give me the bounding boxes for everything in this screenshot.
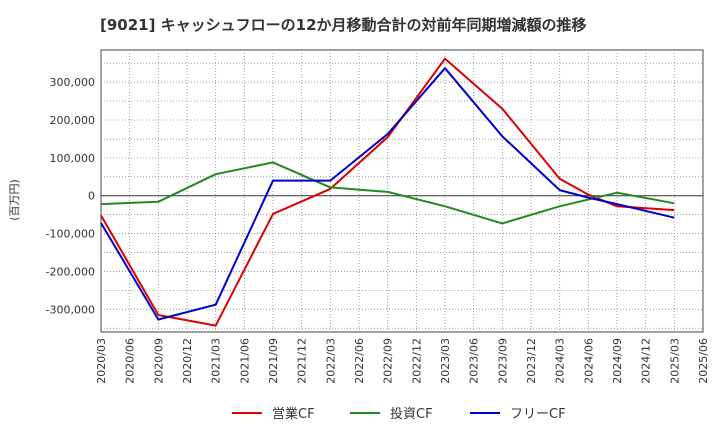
x-tick-label: 2025/06 [697, 338, 710, 384]
x-tick-label: 2022/09 [382, 338, 395, 384]
x-tick-label: 2021/12 [296, 338, 309, 384]
legend-label-2: フリーCF [510, 407, 566, 422]
x-tick-label: 2020/06 [124, 338, 137, 384]
x-tick-label: 2021/09 [267, 338, 280, 384]
plot-area [100, 49, 704, 333]
y-tick-label: 0 [88, 190, 95, 203]
x-tick-label: 2021/03 [210, 338, 223, 384]
legend: 営業CF 投資CF フリーCF [232, 406, 566, 422]
x-tick-label: 2022/06 [353, 338, 366, 384]
y-tick-label: 300,000 [50, 76, 96, 89]
x-tick-label: 2020/09 [152, 338, 165, 384]
x-tick-label: 2023/12 [525, 338, 538, 384]
x-tick-label: 2022/03 [324, 338, 337, 384]
y-tick-label: 100,000 [50, 152, 96, 165]
x-tick-label: 2023/09 [496, 338, 509, 384]
x-tick-label: 2020/03 [95, 338, 108, 384]
series-lines [100, 57, 675, 327]
y-tick-label: 200,000 [50, 114, 96, 127]
legend-label-0: 営業CF [272, 406, 315, 422]
chart-title: [9021] キャッシュフローの12か月移動合計の対前年同期増減額の推移 [100, 16, 587, 34]
x-axis: 2020/03 2020/06 2020/09 2020/12 2021/03 2021/… [95, 338, 710, 384]
y-tick-label: -300,000 [46, 303, 95, 316]
y-tick-label: -100,000 [46, 228, 95, 241]
legend-label-1: 投資CF [390, 406, 433, 422]
x-tick-label: 2023/03 [439, 338, 452, 384]
x-tick-label: 2024/06 [582, 338, 595, 384]
x-tick-label: 2022/12 [410, 338, 423, 384]
x-tick-label: 2024/09 [611, 338, 624, 384]
x-tick-label: 2023/06 [468, 338, 481, 384]
y-axis-label: (百万円) [8, 179, 21, 221]
series-line-0 [100, 57, 675, 327]
y-tick-label: -200,000 [46, 265, 95, 278]
x-tick-label: 2025/03 [668, 338, 681, 384]
series-line-1 [100, 161, 675, 225]
y-axis: -300,000 -200,000 -100,000 0 100,000 200,000 3… [46, 76, 95, 316]
x-tick-label: 2020/12 [181, 338, 194, 384]
series-line-2 [100, 67, 675, 321]
x-tick-label: 2021/06 [238, 338, 251, 384]
x-tick-label: 2024/12 [640, 338, 653, 384]
x-tick-label: 2024/03 [554, 338, 567, 384]
